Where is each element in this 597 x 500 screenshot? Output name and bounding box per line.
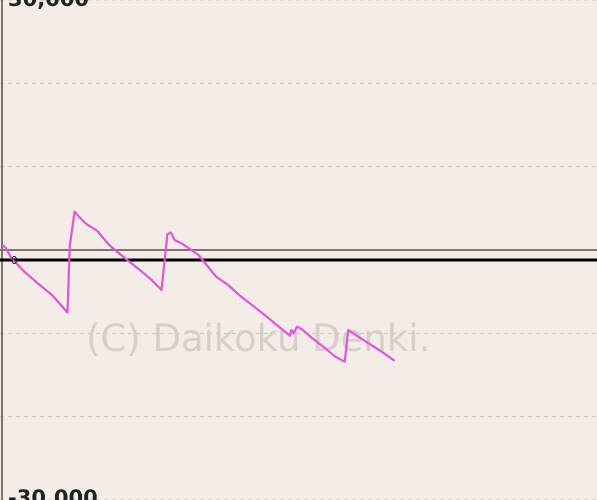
watermark: (C) Daikoku Denki. [86, 317, 430, 360]
y-tick-label-top: 30,000 [8, 0, 89, 11]
y-tick-label-bottom: -30,000 [8, 486, 98, 500]
zero-label: 0 [11, 254, 18, 267]
series-line [1, 210, 396, 363]
